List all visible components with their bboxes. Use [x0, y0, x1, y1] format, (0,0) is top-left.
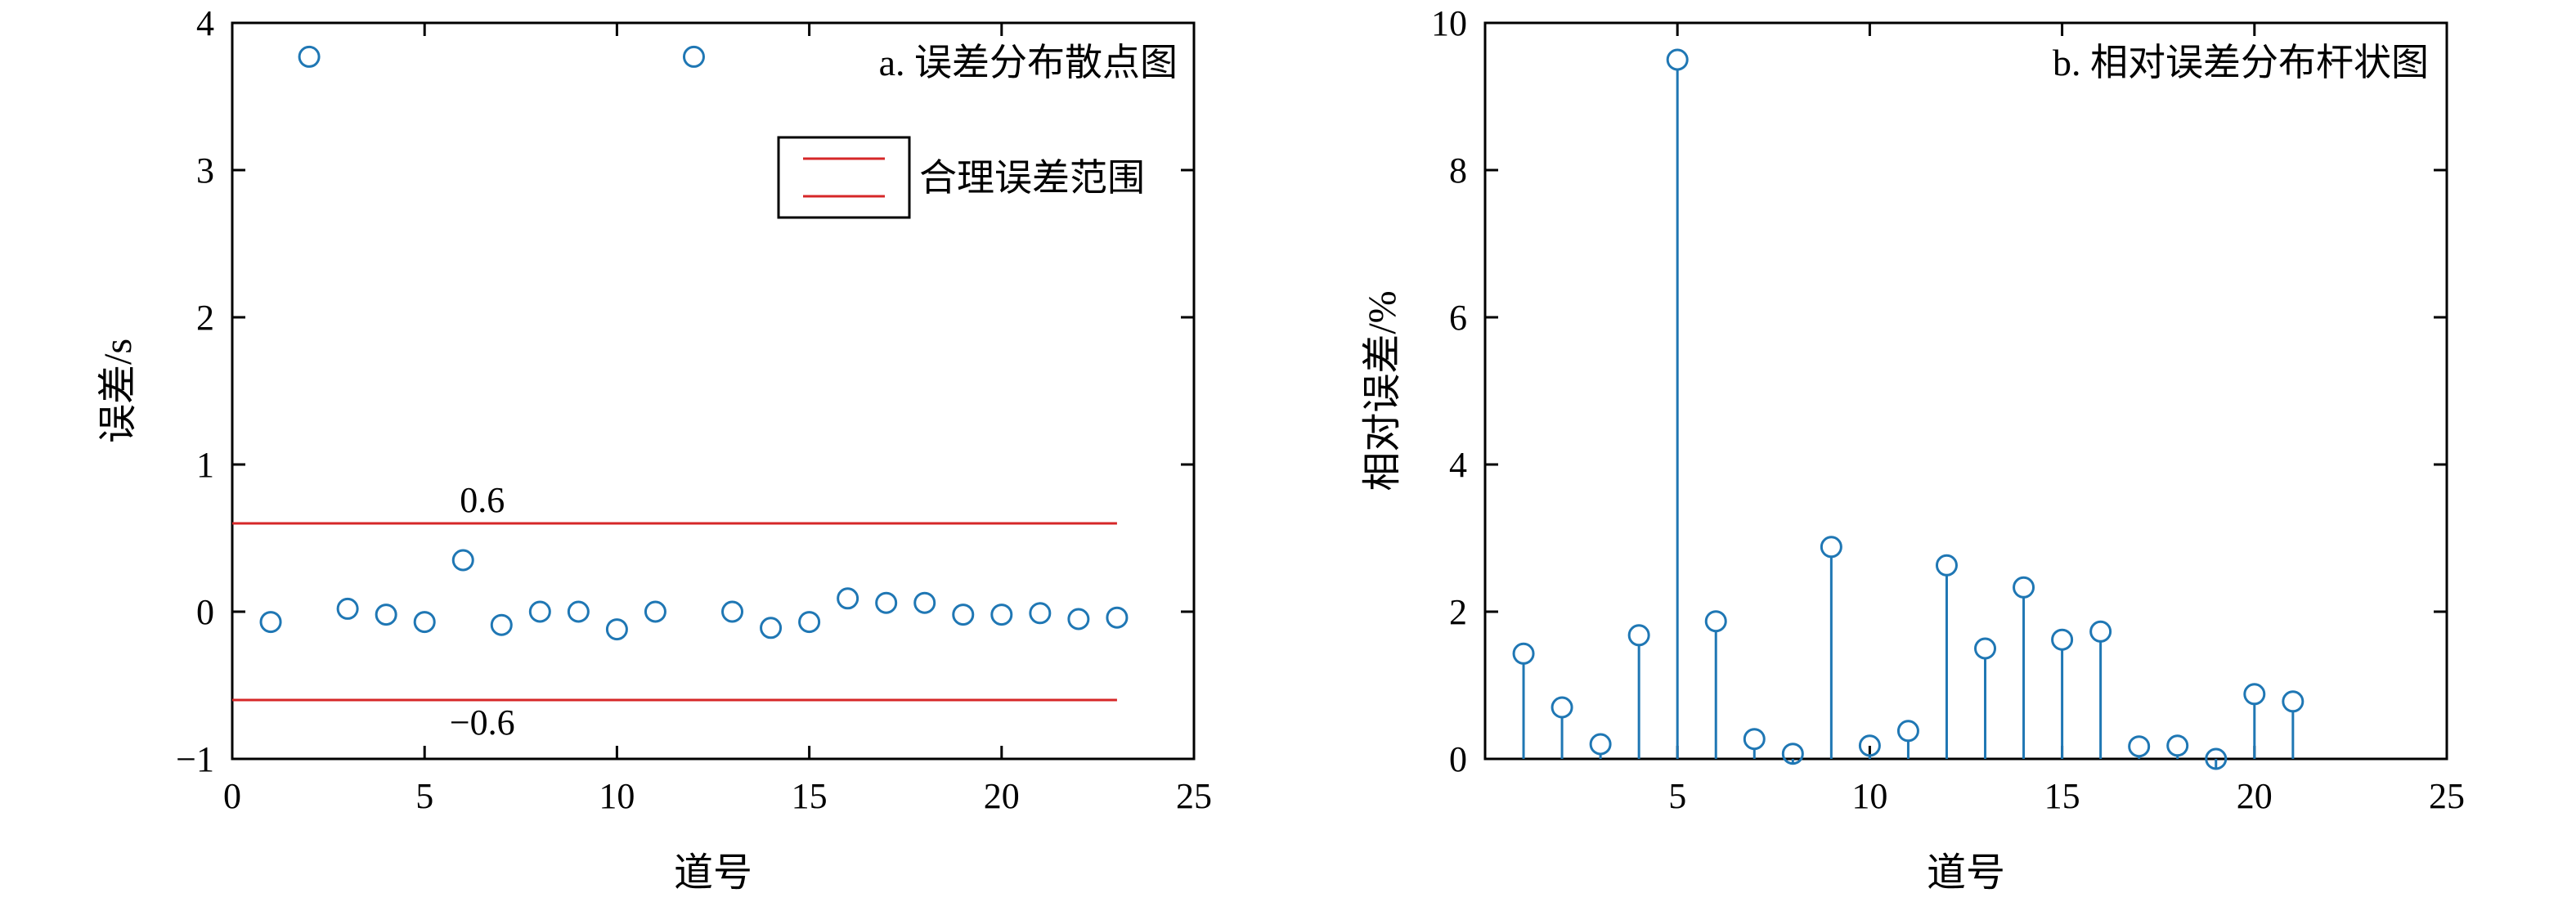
panel-b-stem-marker: [1858, 734, 1881, 757]
panel-a-y-tick-label: 4: [196, 3, 214, 43]
panel-a-data-point: [259, 611, 282, 634]
panel-b-stem-marker: [1589, 733, 1612, 756]
panel-b-stem-marker: [2205, 747, 2228, 770]
panel-b-stem-chart: 5 10 15 20 25 0 2 4 6 8 10 b. 相对误差分布杆状图 道号 相对误差/%: [1361, 3, 2465, 895]
panel-a-y-tick-label: 0: [196, 592, 214, 632]
panel-a-data-point: [682, 45, 705, 68]
panel-b-stem-marker: [1974, 637, 1997, 660]
panel-a-x-tick-label: 25: [1176, 776, 1212, 816]
panel-a-x-tick-label: 20: [984, 776, 1020, 816]
panel-a-legend-box: [777, 136, 911, 219]
panel-a-data-point: [375, 604, 397, 626]
panel-a-y-tick-label: 1: [196, 445, 214, 485]
panel-b-y-tick-label: 10: [1431, 3, 1467, 43]
panel-b-stems: [1512, 48, 2304, 770]
panel-a-data-point: [490, 613, 513, 636]
panel-b-x-axis-title: 道号: [1927, 851, 2005, 895]
panel-a-reference-label: 0.6: [460, 480, 505, 520]
panel-a-legend: 合理误差范围: [777, 136, 1145, 219]
panel-b-y-tick-label: 8: [1449, 150, 1467, 191]
panel-b-stem-marker: [1551, 696, 1573, 719]
panel-a-x-tick-label: 0: [223, 776, 241, 816]
panel-a-y-tick-label: 2: [196, 298, 214, 338]
panel-b-title: b. 相对误差分布杆状图: [2053, 42, 2429, 83]
panel-b-stem-marker: [1627, 624, 1650, 647]
panel-b-stem-marker: [1820, 536, 1842, 559]
panel-b-x-tick-label: 25: [2429, 776, 2465, 816]
panel-a-y-tick-label: −1: [176, 739, 214, 779]
panel-a-data-point: [528, 600, 551, 623]
panel-a-data-point: [298, 45, 321, 68]
panel-a-legend-label: 合理误差范围: [919, 157, 1145, 199]
panel-b-stem-marker: [1512, 642, 1535, 665]
panel-b-stem-marker: [1704, 610, 1727, 633]
panel-a-data-point: [605, 618, 628, 641]
panel-a-title: a. 误差分布散点图: [879, 42, 1178, 83]
panel-b-plot-frame: [1483, 21, 2448, 761]
panel-a-y-axis-title: 误差/s: [96, 339, 140, 443]
panel-a-y-tick-label: 3: [196, 150, 214, 191]
panel-b-axis-ticks: 5 10 15 20 25 0 2 4 6 8 10: [1431, 3, 2465, 816]
panel-a-reference-lines: 0.6 −0.6: [232, 480, 1117, 743]
panel-b-stem-marker: [1781, 743, 1804, 765]
panel-a-data-point: [952, 604, 975, 626]
panel-a-data-point: [721, 600, 744, 623]
panel-b-x-tick-label: 10: [1851, 776, 1887, 816]
panel-a-x-tick-label: 10: [599, 776, 635, 816]
panel-a-data-point: [1106, 606, 1129, 629]
panel-a-x-tick-label: 15: [792, 776, 828, 816]
panel-b-y-axis-title: 相对误差/%: [1361, 290, 1404, 491]
panel-a-data-point: [990, 604, 1013, 626]
panel-b-x-tick-label: 15: [2044, 776, 2080, 816]
panel-b-stem-marker: [2089, 620, 2112, 643]
panel-a-plot-frame: [231, 21, 1196, 761]
panel-a-data-point: [837, 587, 859, 610]
panel-a-reference-label: −0.6: [450, 702, 515, 743]
panel-a-data-point: [336, 597, 359, 620]
panel-a-data-point: [760, 617, 783, 639]
panel-b-x-tick-label: 20: [2237, 776, 2273, 816]
panel-a-data-point: [567, 600, 590, 623]
panel-a-data-point: [644, 600, 666, 623]
panel-a-x-tick-label: 5: [415, 776, 433, 816]
panel-b-y-tick-label: 4: [1449, 445, 1467, 485]
panel-a-data-points: [259, 45, 1129, 641]
panel-a-data-point: [798, 611, 821, 634]
panel-b-stem-marker: [2166, 734, 2189, 757]
panel-b-y-tick-label: 2: [1449, 592, 1467, 632]
panel-b-stem-marker: [2013, 576, 2035, 599]
panel-b-y-tick-label: 0: [1449, 739, 1467, 779]
panel-b-y-tick-label: 6: [1449, 298, 1467, 338]
panel-b-stem-marker: [1743, 728, 1766, 751]
panel-a-data-point: [1029, 602, 1052, 625]
panel-b-x-tick-label: 5: [1668, 776, 1686, 816]
panel-a-x-axis-title: 道号: [674, 851, 752, 895]
panel-a-data-point: [913, 591, 936, 614]
panel-a-data-point: [413, 611, 436, 634]
panel-a-data-point: [451, 549, 474, 572]
panel-b-stem-marker: [2243, 683, 2266, 706]
panel-b-stem-marker: [1935, 554, 1958, 577]
panel-b-stem-marker: [2051, 628, 2074, 651]
panel-b-stem-marker: [1896, 720, 1919, 743]
panel-b-stem-marker: [2128, 735, 2151, 758]
panel-b-stem-marker: [1666, 48, 1689, 71]
panel-a-data-point: [1067, 608, 1090, 631]
panel-b-stem-marker: [2282, 690, 2304, 713]
panel-a-data-point: [875, 591, 898, 614]
